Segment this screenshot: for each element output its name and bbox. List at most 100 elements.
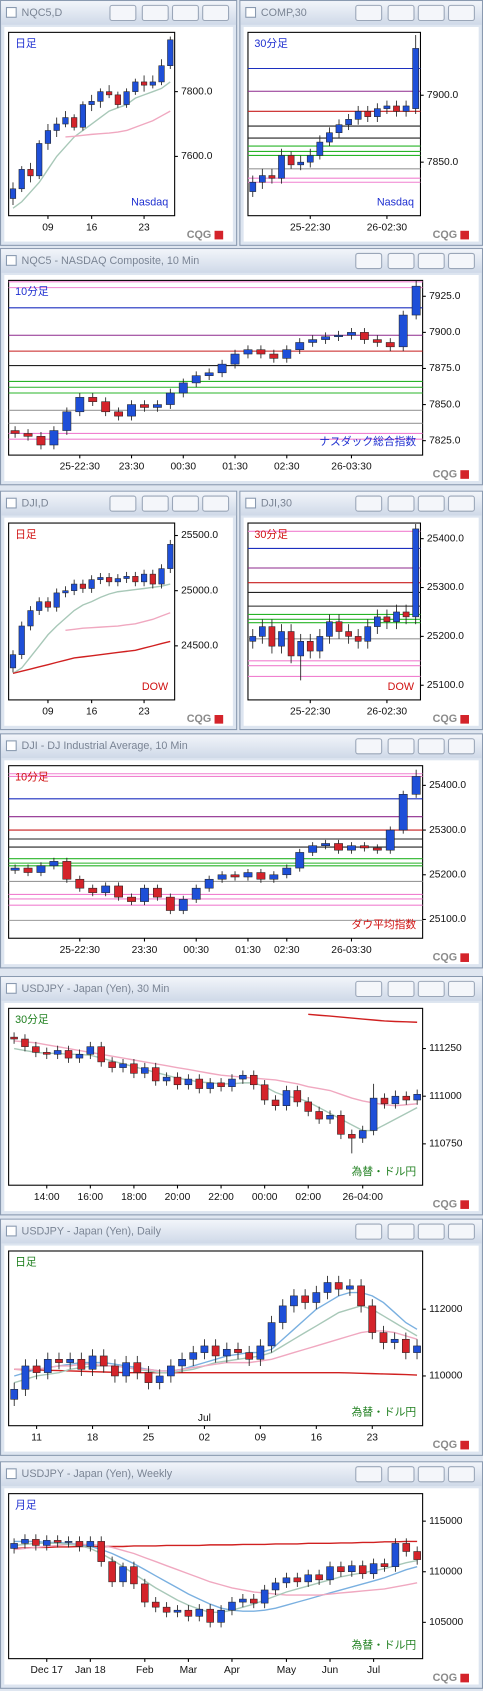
candle-body [44, 130, 52, 144]
cqg-logo: CQG [433, 229, 458, 241]
maximize-button[interactable] [417, 738, 445, 755]
maximize-button[interactable] [417, 1223, 445, 1240]
candle-body [380, 1563, 389, 1567]
close-button[interactable] [447, 738, 475, 755]
link-button[interactable] [355, 495, 383, 512]
moving-average [65, 612, 171, 632]
instrument-note: Nasdaq [131, 197, 168, 209]
x-tick-label: 25-22:30 [290, 222, 331, 233]
candle-body [364, 111, 372, 117]
x-tick-label: 02:30 [274, 462, 300, 473]
y-tick-label: 111250 [429, 1043, 462, 1054]
minimize-button[interactable] [387, 1466, 415, 1483]
window-icon [245, 497, 257, 509]
x-tick-label: 09 [42, 222, 54, 233]
minimize-button[interactable] [141, 495, 169, 512]
instrument-note: ダウ平均指数 [352, 918, 417, 931]
link-button[interactable] [355, 4, 383, 22]
maximize-button[interactable] [417, 4, 445, 22]
link-button[interactable] [109, 4, 137, 22]
minimize-button[interactable] [387, 495, 415, 512]
candle-body [259, 175, 266, 183]
candle-body [282, 1577, 291, 1584]
maximize-button[interactable] [417, 495, 445, 512]
candle-body [141, 573, 148, 583]
candle-body [32, 1539, 40, 1546]
link-button[interactable] [355, 252, 383, 270]
candle-body [88, 101, 95, 105]
cqg-logo: CQG [433, 713, 458, 725]
candle-body [36, 865, 46, 873]
window-title: NQC5 - NASDAQ Composite, 10 Min [22, 255, 200, 267]
instrument-note: 為替・ドル円 [352, 1406, 417, 1419]
candle-body [149, 81, 156, 86]
candle-body [97, 577, 104, 580]
maximize-button[interactable] [417, 1466, 445, 1483]
minimize-button[interactable] [387, 980, 415, 998]
candle-body [191, 887, 201, 900]
candle-body [245, 1352, 254, 1360]
x-tick-label: 20:00 [165, 1192, 191, 1203]
candle-body [334, 1282, 343, 1290]
close-button[interactable] [202, 495, 230, 512]
maximize-button[interactable] [417, 980, 445, 998]
link-button[interactable] [355, 1223, 383, 1240]
link-button[interactable] [355, 1466, 383, 1483]
moving-average [12, 640, 171, 675]
close-button[interactable] [447, 495, 475, 512]
candle-body [49, 430, 59, 446]
cqg-logo-mark [460, 470, 469, 479]
window-title: USDJPY - Japan (Yen), Daily [22, 1225, 162, 1237]
minimize-button[interactable] [387, 1223, 415, 1240]
maximize-button[interactable] [171, 4, 199, 22]
candle-body [64, 1541, 73, 1543]
candle-body [119, 1063, 127, 1068]
candle-body [64, 1050, 73, 1059]
candle-body [149, 573, 156, 585]
candle-body [358, 1130, 367, 1139]
close-button[interactable] [447, 1223, 475, 1240]
candle-body [43, 1052, 51, 1055]
cqg-logo-mark [460, 1440, 469, 1450]
candle-body [23, 867, 33, 873]
candle-body [53, 592, 60, 608]
close-button[interactable] [447, 1466, 475, 1483]
maximize-button[interactable] [417, 252, 445, 270]
candle-body [141, 81, 148, 86]
instrument-note: DOW [142, 681, 169, 693]
candle-body [36, 436, 46, 446]
window-icon [5, 7, 17, 18]
candle-body [140, 887, 149, 902]
candle-body [99, 1355, 108, 1367]
candle-body [278, 155, 285, 179]
cqg-logo: CQG [433, 1672, 458, 1684]
maximize-button[interactable] [171, 495, 199, 512]
minimize-button[interactable] [141, 4, 169, 22]
close-button[interactable] [202, 4, 230, 22]
close-button[interactable] [447, 4, 475, 22]
x-tick-label: Jan 18 [75, 1665, 106, 1676]
candle-body [66, 1359, 75, 1363]
moving-average [12, 583, 171, 674]
link-button[interactable] [355, 738, 383, 755]
minimize-button[interactable] [387, 4, 415, 22]
candle-body [326, 1114, 334, 1120]
candle-body [140, 404, 149, 408]
link-button[interactable] [355, 980, 383, 998]
candle-body [173, 1609, 182, 1613]
candle-body [357, 1285, 365, 1307]
x-tick-label: 18 [87, 1432, 99, 1443]
candle-body [62, 117, 69, 125]
link-button[interactable] [109, 495, 137, 512]
candle-body [97, 1046, 105, 1063]
close-button[interactable] [447, 252, 475, 270]
close-button[interactable] [447, 980, 475, 998]
candle-body [267, 1322, 276, 1347]
candle-body [306, 641, 314, 652]
minimize-button[interactable] [387, 252, 415, 270]
x-tick-label: 18:00 [121, 1192, 147, 1203]
candle-body [287, 155, 295, 166]
candle-body [55, 1359, 63, 1363]
candle-body [323, 1282, 332, 1293]
minimize-button[interactable] [387, 738, 415, 755]
